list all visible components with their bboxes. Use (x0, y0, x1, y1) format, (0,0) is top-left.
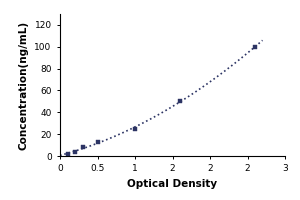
Y-axis label: Concentration(ng/mL): Concentration(ng/mL) (19, 20, 29, 150)
X-axis label: Optical Density: Optical Density (128, 179, 218, 189)
